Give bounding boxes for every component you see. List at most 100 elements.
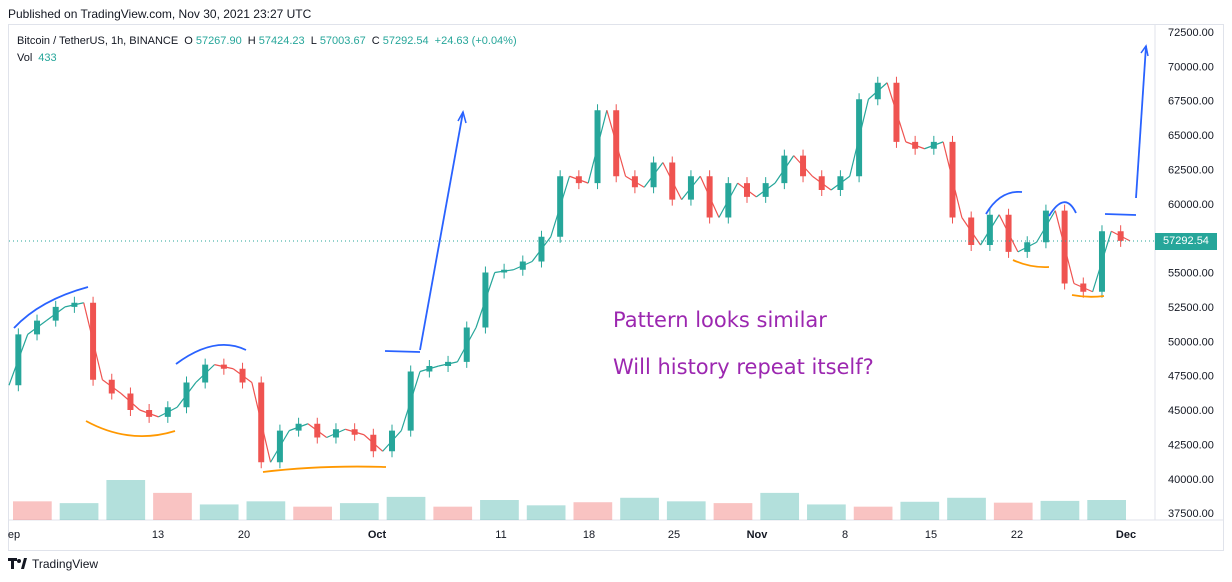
x-tick-label: 25 xyxy=(668,529,680,541)
volume-bar xyxy=(480,500,519,520)
y-tick-label: 55000.00 xyxy=(1168,268,1214,280)
x-tick-label: Nov xyxy=(747,529,769,541)
volume-bar xyxy=(339,503,379,520)
y-tick-label: 60000.00 xyxy=(1168,199,1214,211)
price-line-segment xyxy=(251,382,272,463)
volume-bar xyxy=(433,506,473,520)
price-line-segment xyxy=(438,361,458,367)
published-note: Published on TradingView.com, Nov 30, 20… xyxy=(8,7,312,21)
x-tick-label: 22 xyxy=(1011,529,1023,541)
price-line-segment xyxy=(102,379,122,394)
price-line-segment xyxy=(924,141,944,150)
y-tick-label: 67500.00 xyxy=(1168,96,1214,108)
price-line-segment xyxy=(998,214,1019,253)
x-tick-label: 15 xyxy=(925,529,937,541)
annotation-history[interactable]: Will history repeat itself? xyxy=(613,355,874,379)
price-line-segment xyxy=(849,99,870,177)
price-line-segment xyxy=(345,428,365,436)
volume-bar xyxy=(947,497,986,520)
price-line-segment xyxy=(400,371,421,431)
volume-bar xyxy=(900,501,940,520)
volume-bar xyxy=(293,506,332,520)
price-line-segment xyxy=(961,217,982,246)
legend-open-value: 57267.90 xyxy=(195,35,242,47)
x-tick-label: Oct xyxy=(368,529,387,541)
annotation-pattern[interactable]: Pattern looks similar xyxy=(613,308,827,332)
volume-value: 433 xyxy=(38,52,57,64)
volume-bar xyxy=(246,501,286,520)
trend-drawing-blue xyxy=(175,343,247,365)
trend-drawing-blue xyxy=(1048,201,1077,217)
y-tick-label: 40000.00 xyxy=(1168,474,1214,486)
price-line-segment xyxy=(158,406,178,418)
price-line-segment xyxy=(64,302,84,308)
price-line-segment xyxy=(980,214,1000,246)
price-line-segment xyxy=(120,393,141,411)
price-line-segment xyxy=(681,175,701,200)
y-tick-label: 37500.00 xyxy=(1168,508,1214,520)
support-drawing-orange xyxy=(85,420,176,438)
price-line-segment xyxy=(868,82,888,100)
volume-bar xyxy=(666,501,706,520)
y-tick-label: 52500.00 xyxy=(1168,302,1214,314)
price-line-segment xyxy=(475,272,496,328)
x-tick-label: 13 xyxy=(152,529,164,541)
price-line-segment xyxy=(176,382,197,408)
price-line-segment xyxy=(737,182,757,198)
volume-bar xyxy=(993,502,1033,520)
trend-drawing-blue xyxy=(384,350,421,353)
arrow-head-icon xyxy=(1140,44,1149,57)
legend-symbol: Bitcoin / TetherUS, 1h, BINANCE xyxy=(17,35,179,47)
legend-low-label: L xyxy=(310,35,317,47)
volume-bar xyxy=(713,503,753,520)
price-line-segment xyxy=(513,260,533,271)
footer-brand[interactable]: TradingView xyxy=(8,557,98,571)
price-line-segment xyxy=(382,430,402,452)
price-line-segment xyxy=(569,175,589,184)
trend-drawing-blue xyxy=(13,286,89,329)
x-tick-label: Dec xyxy=(1116,529,1136,541)
volume-bar xyxy=(1040,500,1080,520)
legend-close-label: C xyxy=(371,35,380,47)
price-line-segment xyxy=(1054,210,1075,284)
price-line-segment xyxy=(139,409,159,418)
price-line-segment xyxy=(214,364,234,370)
y-tick-label: 47500.00 xyxy=(1168,371,1214,383)
price-line-segment xyxy=(363,434,384,452)
volume-bar xyxy=(853,506,893,520)
support-drawing-orange xyxy=(1071,294,1105,298)
x-tick-label: 20 xyxy=(238,529,250,541)
volume-bar xyxy=(1087,500,1126,520)
price-line-segment xyxy=(662,162,683,200)
volume-bar xyxy=(760,492,800,520)
x-tick-label: 11 xyxy=(495,529,506,541)
price-line-segment xyxy=(793,155,813,177)
trend-drawing-blue xyxy=(1104,213,1137,216)
price-line-segment xyxy=(774,155,795,184)
price-line-segment xyxy=(755,182,776,198)
y-tick-label: 42500.00 xyxy=(1168,439,1214,451)
volume-bar xyxy=(106,480,146,520)
support-drawing-orange xyxy=(262,465,387,473)
volume-legend: Vol 433 xyxy=(17,52,57,64)
price-line-segment xyxy=(27,320,47,335)
volume-bar xyxy=(573,502,613,520)
price-line-segment xyxy=(905,141,925,150)
price-line-segment xyxy=(232,368,253,383)
trend-drawing-blue xyxy=(419,111,464,351)
last-price-label: 57292.54 xyxy=(1155,232,1217,250)
price-line-segment xyxy=(942,141,963,218)
volume-label: Vol xyxy=(17,52,33,64)
legend-close-value: 57292.54 xyxy=(382,35,429,47)
price-line-segment xyxy=(307,423,327,438)
price-line-segment xyxy=(456,327,477,363)
price-line-segment xyxy=(326,428,346,439)
price-line-segment xyxy=(83,302,103,380)
price-line-segment xyxy=(718,182,739,218)
price-line-segment xyxy=(587,110,608,184)
volume-bar xyxy=(386,496,426,520)
volume-bar xyxy=(153,492,192,520)
price-line-segment xyxy=(1111,230,1131,242)
price-line-segment xyxy=(1092,231,1112,292)
